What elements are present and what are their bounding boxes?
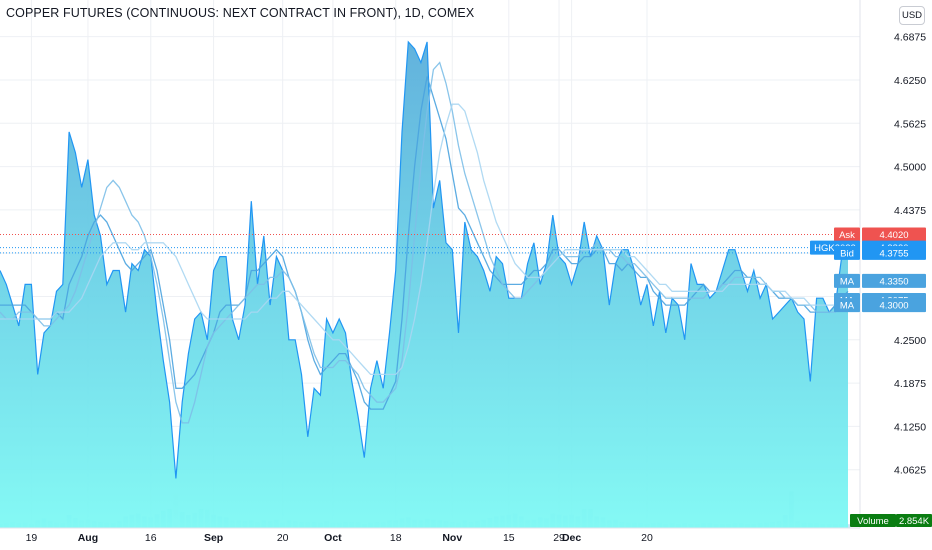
price-tag-value: 4.3000 [879, 301, 908, 312]
price-tick-label: 4.6250 [894, 75, 926, 87]
volume-tag-value: 2.854K [899, 516, 930, 527]
price-tick-label: 4.0625 [894, 465, 926, 477]
price-tick-label: 4.1250 [894, 421, 926, 433]
time-tick-label: Dec [562, 532, 581, 544]
time-tick-label: Oct [324, 532, 342, 544]
moving-averages [0, 61, 849, 424]
price-tag-value: 4.3755 [879, 248, 908, 259]
price-tick-label: 4.6875 [894, 32, 926, 44]
volume-tag-value-box [896, 514, 932, 527]
price-tag-label: MA [840, 301, 855, 312]
price-tick-label: 4.5625 [894, 118, 926, 130]
price-lines [0, 233, 848, 254]
price-tick-label: 4.5000 [894, 162, 926, 174]
area-fill [0, 41, 848, 529]
price-tag-label: Ask [839, 230, 855, 241]
price-tag-value-box [862, 273, 926, 288]
price-tag-value: 4.4020 [879, 230, 908, 241]
time-tick-label: 29 [553, 532, 565, 544]
moving-average-line-2 [0, 61, 848, 424]
price-tag-label-box [834, 298, 860, 313]
price-tags: Ask4.4020HGK20224.3830Bid4.3755MA4.3350M… [810, 227, 932, 527]
price-tick-label: 4.4375 [894, 205, 926, 217]
moving-average-line-1 [0, 76, 849, 410]
time-tick-label: 19 [26, 532, 38, 544]
time-tick-label: 20 [277, 532, 289, 544]
price-tag-value-box [862, 298, 926, 313]
currency-button[interactable]: USD [899, 6, 925, 25]
chart-title: COPPER FUTURES (CONTINUOUS: NEXT CONTRAC… [6, 6, 475, 20]
time-tick-label: Sep [204, 532, 223, 544]
price-axis[interactable]: 4.68754.62504.56254.50004.43754.37504.31… [859, 0, 926, 528]
time-tick-label: Aug [78, 532, 98, 544]
price-tag-label-box [834, 227, 860, 242]
price-tag-label: MA [840, 276, 855, 287]
time-tick-label: 18 [390, 532, 402, 544]
time-tick-label: Nov [442, 532, 462, 544]
time-tick-label: 20 [641, 532, 653, 544]
price-tag-value-box [862, 227, 926, 242]
price-tag-label: Bid [840, 248, 854, 259]
price-tag-label-box [834, 273, 860, 288]
time-tick-label: 15 [503, 532, 515, 544]
moving-average-line-3 [0, 103, 848, 376]
price-tick-label: 4.1875 [894, 378, 926, 390]
volume-tag-label: Volume [857, 516, 889, 527]
price-tag-value-box [862, 245, 926, 260]
price-area [0, 40, 849, 529]
price-tag-value: 4.3350 [879, 276, 908, 287]
price-tick-label: 4.2500 [894, 335, 926, 347]
price-tag-label-box [834, 245, 860, 260]
time-tick-label: 16 [145, 532, 157, 544]
volume-tag-label-box [850, 514, 896, 527]
